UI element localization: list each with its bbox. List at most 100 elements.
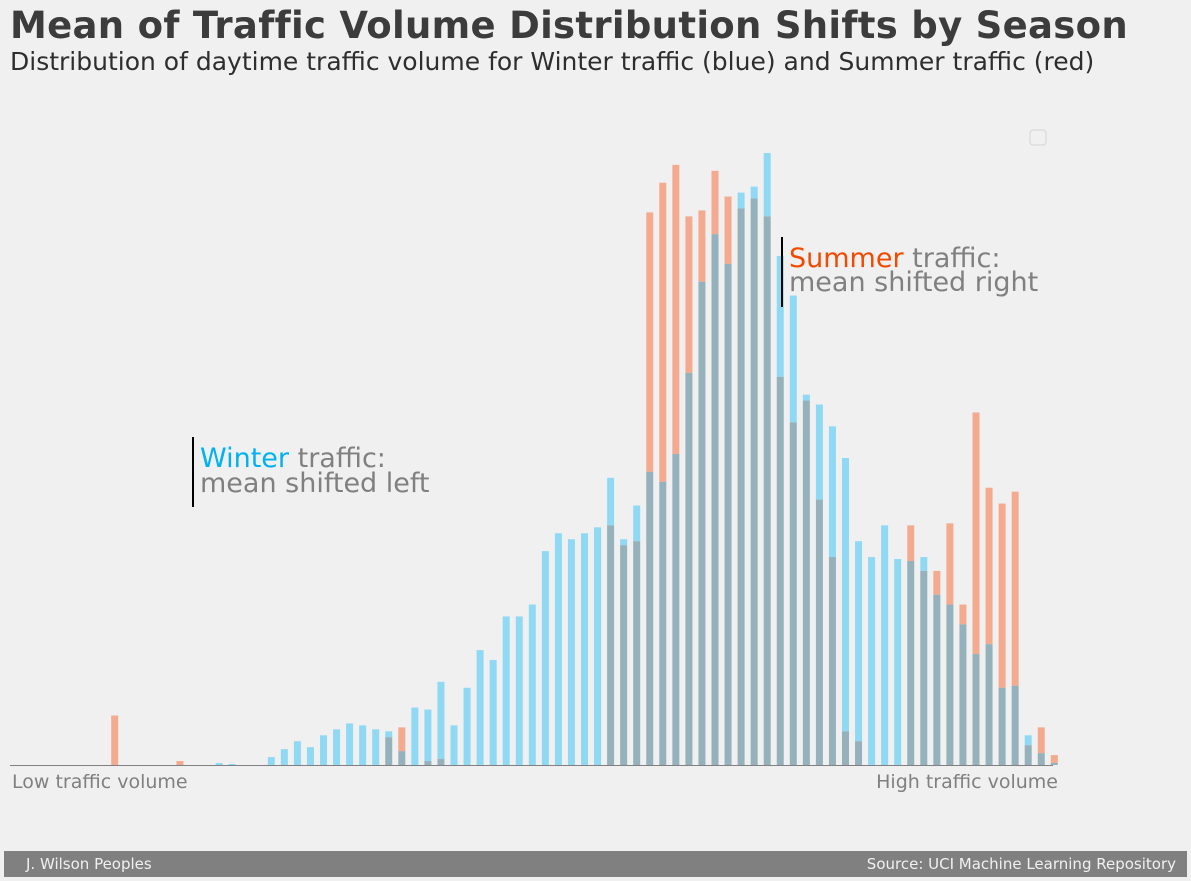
winter-bar <box>828 426 836 558</box>
winter-bar <box>502 616 510 765</box>
summer-bar <box>1050 755 1058 764</box>
winter-bar <box>267 757 275 765</box>
overlap-bar <box>933 594 941 765</box>
winter-bar <box>881 525 889 765</box>
summer-bar <box>1011 491 1019 686</box>
bars-group <box>111 152 1058 766</box>
winter-bar <box>372 729 380 765</box>
overlap-bar <box>998 687 1006 765</box>
winter-rest: traffic: <box>298 443 386 474</box>
winter-bar <box>842 458 849 732</box>
overlap-bar <box>1024 745 1032 765</box>
winter-bar <box>424 709 432 762</box>
winter-bar <box>581 533 588 765</box>
winter-bar <box>894 559 902 765</box>
summer-bar <box>907 525 915 561</box>
winter-bar <box>1024 735 1032 746</box>
overlap-bar <box>776 376 784 765</box>
winter-bar <box>411 707 419 765</box>
summer-bar <box>711 170 719 235</box>
summer-bar <box>946 523 954 605</box>
footer-author: J. Wilson Peoples <box>26 855 152 873</box>
winter-bar <box>280 749 288 765</box>
winter-bar <box>320 735 327 765</box>
winter-bar <box>868 557 876 765</box>
overlap-bar <box>959 624 967 765</box>
winter-word: Winter <box>200 443 290 474</box>
overlap-bar <box>724 263 732 765</box>
overlap-bar <box>946 604 954 765</box>
overlap-bar <box>385 737 393 765</box>
summer-word: Summer <box>789 243 904 274</box>
overlap-bar <box>985 644 993 765</box>
winter-bar <box>815 404 823 500</box>
summer-annotation-line2: mean shifted right <box>789 267 1038 298</box>
summer-bar <box>398 727 406 752</box>
summer-bar <box>659 182 667 482</box>
overlap-bar <box>711 234 719 765</box>
winter-bar <box>333 729 341 765</box>
winter-bar <box>541 551 549 765</box>
winter-bar <box>450 725 458 765</box>
summer-rest: traffic: <box>912 243 1000 274</box>
summer-bar <box>176 761 184 765</box>
overlap-bar <box>802 400 810 765</box>
overlap-bar <box>633 541 641 765</box>
summer-bar <box>972 412 980 655</box>
summer-bar <box>959 604 967 625</box>
overlap-bar <box>398 751 406 765</box>
chart-title: Mean of Traffic Volume Distribution Shif… <box>10 4 1128 47</box>
overlap-bar <box>750 198 758 766</box>
summer-bar <box>933 570 941 595</box>
winter-bar <box>750 186 758 199</box>
winter-annotation-line2: mean shifted left <box>200 468 430 499</box>
overlap-bar <box>737 208 745 765</box>
summer-bar <box>985 487 993 645</box>
winter-bar <box>359 725 367 765</box>
overlap-bar <box>1050 763 1058 765</box>
winter-bar <box>228 764 236 765</box>
overlap-bar <box>815 499 823 765</box>
overlap-bar <box>437 759 445 765</box>
overlap-bar <box>659 481 667 765</box>
winter-bar <box>763 152 771 217</box>
overlap-bar <box>607 525 615 765</box>
winter-bar <box>633 505 641 542</box>
summer-bar <box>998 503 1006 688</box>
summer-bar <box>698 210 706 282</box>
footer-bar: J. Wilson Peoples Source: UCI Machine Le… <box>4 851 1187 877</box>
winter-bar <box>515 616 523 765</box>
winter-bar <box>528 604 536 765</box>
overlap-bar <box>424 761 432 765</box>
overlap-bar <box>842 731 849 765</box>
winter-bar <box>789 295 797 423</box>
overlap-bar <box>1037 753 1045 765</box>
legend-box <box>1029 129 1047 146</box>
overlap-bar <box>855 741 863 765</box>
summer-bar <box>1037 727 1045 754</box>
winter-bar <box>620 539 628 546</box>
overlap-bar <box>972 654 980 765</box>
winter-bar <box>776 255 784 377</box>
winter-bar <box>802 394 810 401</box>
winter-bar <box>437 681 445 760</box>
winter-bar <box>920 557 928 571</box>
winter-bar <box>215 763 223 765</box>
winter-bar <box>489 660 497 765</box>
winter-bar <box>385 731 393 738</box>
summer-annotation-line1: Summer traffic: <box>789 243 1000 274</box>
winter-bar <box>594 527 602 765</box>
summer-bar <box>646 212 654 472</box>
overlap-bar <box>828 557 836 765</box>
winter-bar <box>476 650 484 765</box>
winter-bar <box>567 539 575 765</box>
overlap-bar <box>1011 685 1019 765</box>
overlap-bar <box>620 545 628 765</box>
summer-bar <box>672 164 680 455</box>
winter-bar <box>554 533 562 765</box>
winter-bar <box>855 541 863 742</box>
winter-bar <box>737 192 745 209</box>
summer-bar <box>724 196 732 264</box>
footer-source: Source: UCI Machine Learning Repository <box>866 855 1176 873</box>
summer-bar <box>685 216 693 373</box>
